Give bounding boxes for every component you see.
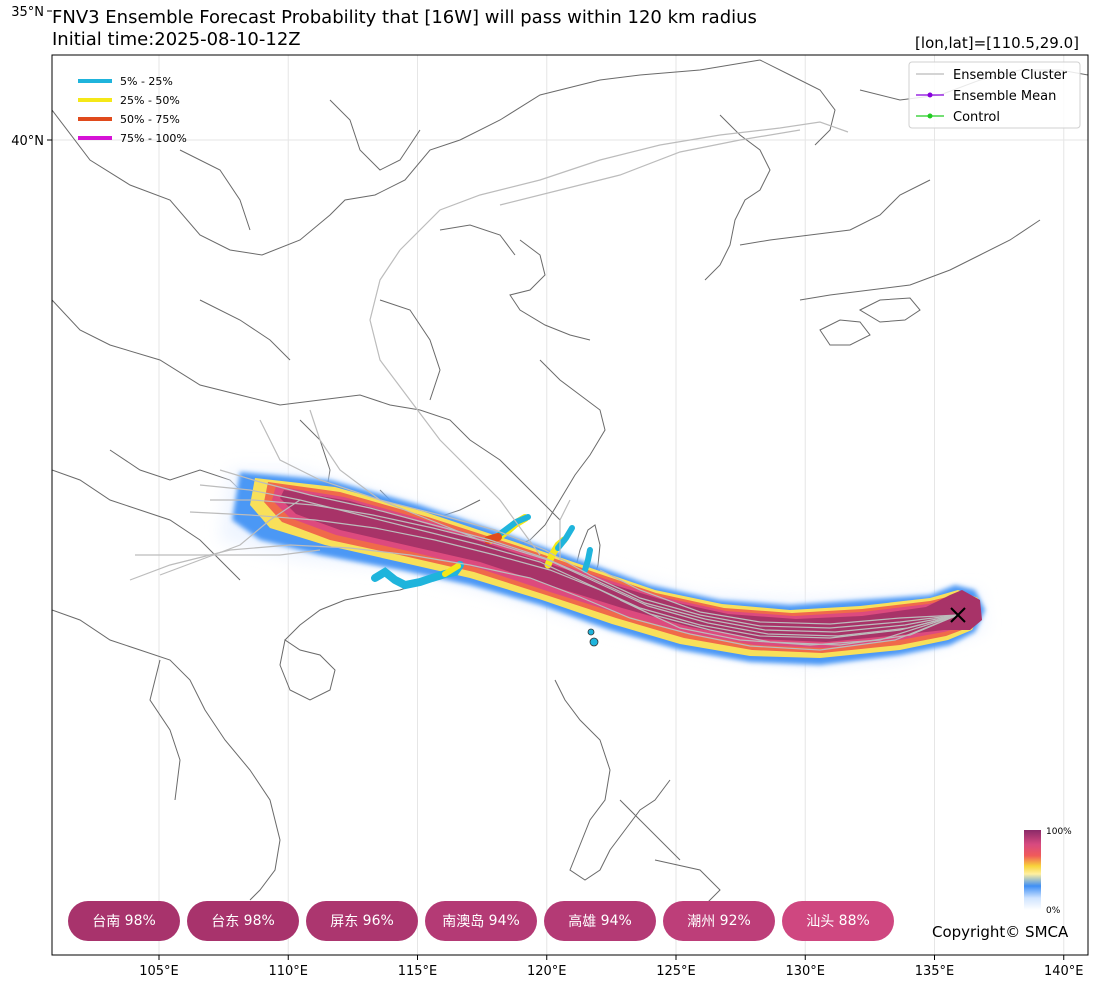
city-prob: 98% — [124, 913, 156, 929]
track-legend-label: Ensemble Cluster — [953, 68, 1068, 83]
lon-tick-label: 135°E — [915, 964, 955, 979]
copyright-notice: Copyright© SMCA — [932, 923, 1069, 941]
lat-tick-label: 40°N — [11, 134, 44, 149]
storm-position-marker — [950, 607, 966, 623]
colorbar-min-label: 0% — [1046, 906, 1061, 916]
track-legend-item-cluster: Ensemble Cluster — [916, 68, 1068, 83]
map-background — [52, 55, 1088, 955]
city-badge: 汕头 88% — [782, 901, 894, 941]
city-name: 南澳岛 — [442, 914, 485, 930]
city-prob: 96% — [362, 913, 394, 929]
lon-tick-label: 140°E — [1044, 964, 1084, 979]
prob-legend-item: 5% - 25% — [78, 75, 173, 88]
city-prob: 94% — [600, 913, 632, 929]
city-badge: 屏东 96% — [306, 901, 418, 941]
city-badge: 潮州 92% — [663, 901, 775, 941]
prob-legend-item: 75% - 100% — [78, 132, 187, 145]
track-legend-label: Control — [953, 110, 1000, 125]
track-legend-item-mean: Ensemble Mean — [916, 89, 1056, 104]
map-frame — [51, 54, 1089, 956]
city-name: 汕头 — [806, 914, 835, 930]
city-name: 台南 — [92, 914, 121, 930]
coastal-impact-markers — [371, 514, 599, 647]
latitude-axis: 40°N35°N30°N25°N20°N15°N10°N — [11, 5, 52, 149]
prob-legend-item: 25% - 50% — [78, 94, 180, 107]
track-legend-label: Ensemble Mean — [953, 89, 1056, 104]
prob-legend-label: 50% - 75% — [120, 113, 180, 126]
track-legend-item-control: Control — [916, 110, 1000, 125]
prob-legend-label: 25% - 50% — [120, 94, 180, 107]
probability-legend: 5% - 25% 25% - 50% 50% - 75% 75% - 100% — [78, 75, 187, 145]
probability-colorbar: 100% 0% — [1024, 827, 1072, 916]
gridlines — [52, 55, 1088, 955]
city-badge: 高雄 94% — [544, 901, 656, 941]
lon-tick-label: 125°E — [656, 964, 696, 979]
city-prob: 92% — [719, 913, 751, 929]
coordinate-readout: [lon,lat]=[110.5,29.0] — [915, 34, 1079, 52]
city-prob: 98% — [243, 913, 275, 929]
city-badge: 台南 98% — [68, 901, 180, 941]
city-prob: 94% — [488, 913, 520, 929]
prob-legend-label: 75% - 100% — [120, 132, 187, 145]
track-legend: Ensemble Cluster Ensemble Mean Control — [908, 61, 1081, 129]
title-line-1: FNV3 Ensemble Forecast Probability that … — [52, 7, 757, 28]
lon-tick-label: 130°E — [785, 964, 825, 979]
title-line-2: Initial time:2025-08-10-12Z — [52, 29, 301, 50]
lon-tick-label: 115°E — [398, 964, 438, 979]
city-name: 高雄 — [568, 914, 597, 930]
colorbar-max-label: 100% — [1046, 827, 1072, 837]
city-badge: 南澳岛 94% — [425, 901, 537, 941]
city-name: 台东 — [211, 914, 240, 930]
lat-tick-label: 35°N — [11, 5, 44, 20]
prob-legend-label: 5% - 25% — [120, 75, 173, 88]
prob-legend-item: 50% - 75% — [78, 113, 180, 126]
city-name: 屏东 — [330, 914, 359, 930]
lon-tick-label: 110°E — [268, 964, 308, 979]
city-name: 潮州 — [687, 914, 716, 930]
lon-tick-label: 120°E — [527, 964, 567, 979]
city-prob: 88% — [838, 913, 870, 929]
longitude-axis: 105°E 110°E 115°E 120°E 125°E 130°E 135°E 140°E — [139, 955, 1084, 979]
ensemble-cluster-tracks — [129, 121, 959, 651]
lon-tick-label: 105°E — [139, 964, 179, 979]
city-badge: 台东 98% — [187, 901, 299, 941]
